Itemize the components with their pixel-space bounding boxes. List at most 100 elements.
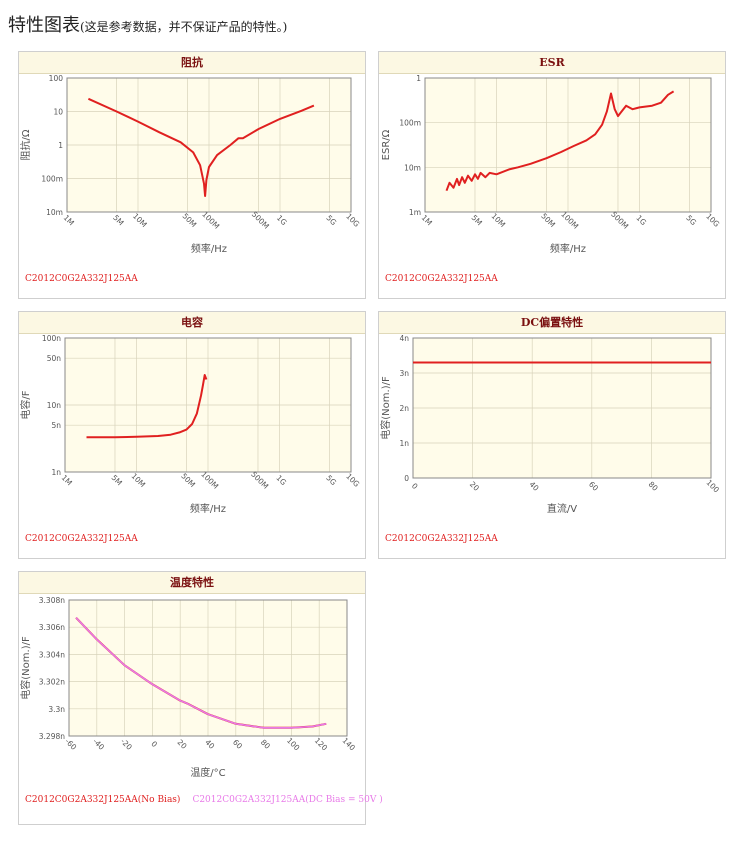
y-tick-label: 5n [51, 421, 61, 430]
chart-legend: C2012C0G2A332J125AA [25, 534, 150, 544]
x-tick-label: 10M [489, 211, 507, 229]
x-tick-label: 500M [249, 470, 270, 491]
chart-legend: C2012C0G2A332J125AA [385, 274, 510, 284]
y-tick-label: 1 [58, 141, 63, 150]
temperature-chart: 3.308n 3.306n 3.304n 3.302n 3.3n 3.298n-60 -40… [19, 596, 358, 779]
y-tick-label: 100m [41, 175, 63, 184]
x-tick-label: 50M [179, 471, 197, 489]
x-tick-label: 1M [60, 473, 74, 487]
x-tick-label: 100M [559, 210, 580, 231]
chart-card-impedance: 阻抗 100 10 1 100m 10m 1M 5M 10M 50M 100M 500M 1G 5G 10… [18, 51, 366, 299]
x-axis-label: 温度/°C [190, 766, 225, 779]
chart-card-capacitance: 电容 100n 50n 10n 5n 1n 1M 5M 10M 50M 100M 500M 1G 5G 1… [18, 311, 366, 559]
y-tick-label: 1 [416, 74, 421, 83]
y-tick-label: 50n [47, 354, 62, 363]
x-tick-label: 120 [313, 736, 330, 753]
x-tick-label: 60 [231, 738, 244, 751]
y-tick-label: 100m [399, 119, 421, 128]
page-subtitle: (这是参考数据，并不保证产品的特性。) [80, 20, 288, 34]
dc-bias-chart: 4n 3n 2n 1n 00 20 40 60 80 100 直流/V 电容(Nom.)/F [379, 334, 722, 515]
x-tick-label: 10G [344, 472, 361, 489]
y-axis-label: 电容(Nom.)/F [379, 376, 392, 440]
chart-card-esr: ESR 1 100m 10m 1m 1M 5M 10M 50M 100M 500M 1G 5G 10G 频… [378, 51, 726, 299]
chart-title: 温度特性 [19, 572, 365, 594]
y-axis-label: 电容(Nom.)/F [19, 636, 32, 700]
x-tick-label: 140 [341, 736, 358, 753]
legend-entry: C2012C0G2A332J125AA [385, 274, 498, 284]
x-tick-label: 10G [704, 212, 721, 229]
y-tick-label: 3.3n [48, 705, 65, 714]
page-title: 特性图表(这是参考数据，并不保证产品的特性。) [8, 11, 287, 37]
y-tick-label: 1m [409, 208, 421, 217]
legend-entry: C2012C0G2A332J125AA [25, 534, 138, 544]
x-tick-label: 500M [250, 210, 271, 231]
x-tick-label: 20 [175, 738, 188, 751]
y-tick-label: 3.302n [39, 678, 65, 687]
x-tick-label: 10G [344, 212, 361, 229]
y-tick-label: 10m [46, 208, 63, 217]
y-tick-label: 4n [399, 334, 409, 343]
x-tick-label: 5M [111, 213, 125, 227]
x-tick-label: 100M [200, 210, 221, 231]
x-axis-label: 频率/Hz [190, 502, 226, 515]
y-tick-label: 100 [49, 74, 64, 83]
chart-title: 电容 [19, 312, 365, 334]
plot-border [64, 337, 352, 473]
series-line [86, 374, 208, 439]
x-tick-label: 100M [199, 470, 220, 491]
x-tick-label: 100 [705, 478, 722, 495]
x-tick-label: 50M [181, 211, 199, 229]
x-tick-label: 50M [539, 211, 557, 229]
x-tick-label: 5G [684, 213, 698, 227]
x-tick-label: 0 [410, 481, 420, 491]
y-tick-label: 3.298n [39, 732, 65, 741]
y-tick-label: 3n [399, 369, 409, 378]
plot-border [412, 337, 712, 479]
y-tick-label: 0 [404, 474, 409, 483]
x-tick-label: -40 [91, 737, 106, 752]
x-tick-label: 40 [203, 738, 216, 751]
x-tick-label: 10M [131, 211, 149, 229]
series-line [445, 90, 675, 192]
y-axis-label: ESR/Ω [381, 129, 392, 160]
x-axis-label: 频率/Hz [191, 242, 227, 255]
x-tick-label: 20 [468, 480, 481, 493]
y-tick-label: 3.306n [39, 623, 65, 632]
x-tick-label: 5M [470, 213, 484, 227]
x-tick-label: 5G [324, 473, 338, 487]
chart-title: DC偏置特性 [379, 312, 725, 334]
x-tick-label: 80 [259, 738, 272, 751]
x-tick-label: 5M [110, 473, 124, 487]
plot-border [66, 77, 352, 213]
x-tick-label: 0 [149, 739, 159, 749]
y-tick-label: 100n [42, 334, 61, 343]
chart-legend: C2012C0G2A332J125AA [385, 534, 510, 544]
x-tick-label: 5G [324, 213, 338, 227]
y-tick-label: 1n [399, 439, 409, 448]
chart-title: 阻抗 [19, 52, 365, 74]
page-title-main: 特性图表 [8, 15, 80, 36]
x-tick-label: 10M [129, 471, 147, 489]
legend-entry: C2012C0G2A332J125AA(DC Bias = 50V ) [192, 795, 383, 805]
chart-card-dc-bias: DC偏置特性 4n 3n 2n 1n 0 0 20 40 60 80 100 直流/V 电容(Nom.)… [378, 311, 726, 559]
x-tick-label: -60 [63, 737, 78, 752]
x-tick-label: 500M [609, 210, 630, 231]
chart-legend: C2012C0G2A332J125AA(No Bias) C2012C0G2A33… [25, 795, 395, 805]
y-tick-label: 10m [404, 163, 421, 172]
legend-entry: C2012C0G2A332J125AA [385, 534, 498, 544]
y-axis-label: 阻抗/Ω [19, 129, 32, 160]
series-line [75, 617, 327, 729]
x-tick-label: 1G [274, 473, 288, 487]
chart-legend: C2012C0G2A332J125AA [25, 274, 150, 284]
x-axis-label: 直流/V [547, 502, 577, 515]
legend-entry: C2012C0G2A332J125AA(No Bias) [25, 795, 181, 805]
y-tick-label: 3.304n [39, 650, 65, 659]
x-tick-label: 1G [275, 213, 289, 227]
y-tick-label: 2n [399, 404, 409, 413]
plot-border [424, 77, 712, 213]
chart-card-temperature: 温度特性 3.308n 3.306n 3.304n 3.302n 3.3n 3.298n -… [18, 571, 383, 825]
x-tick-label: 1M [420, 213, 434, 227]
y-tick-label: 1n [51, 468, 61, 477]
